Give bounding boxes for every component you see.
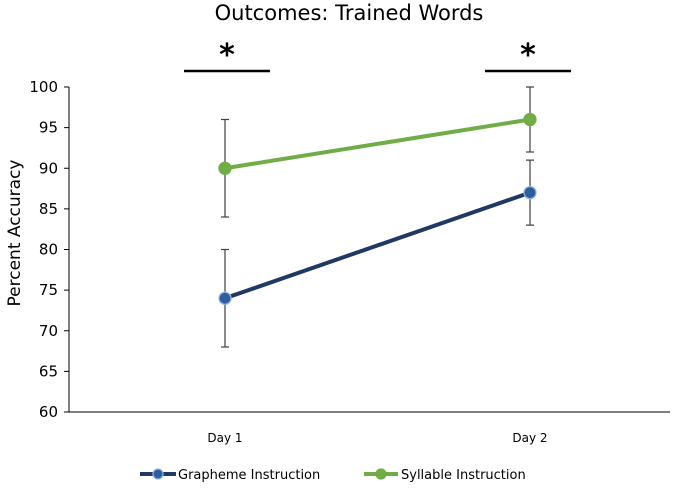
legend-swatch-marker xyxy=(152,468,164,480)
y-tick-label: 95 xyxy=(39,119,58,137)
data-point xyxy=(523,185,537,200)
y-tick-label: 65 xyxy=(39,362,58,380)
legend: Grapheme Instruction Syllable Instruction xyxy=(140,468,526,483)
y-tick-label: 85 xyxy=(39,200,58,218)
y-tick-label: 75 xyxy=(39,281,58,299)
legend-label: Grapheme Instruction xyxy=(178,468,320,483)
legend-swatch-marker xyxy=(375,468,387,480)
y-tick-label: 60 xyxy=(39,403,58,421)
significance-annotations: * * xyxy=(184,38,571,73)
significance-star: * xyxy=(520,38,536,73)
data-point xyxy=(218,291,232,305)
x-tick-label: Day 1 xyxy=(207,431,242,445)
series-1 xyxy=(218,86,537,218)
y-tick-label: 70 xyxy=(39,322,58,340)
y-axis-label: Percent Accuracy xyxy=(5,160,25,307)
series-line xyxy=(224,190,531,301)
axes: 60 65 70 75 80 85 90 95 100 Day 1 Day 2 xyxy=(29,78,670,445)
data-point xyxy=(218,161,232,175)
series-group xyxy=(218,86,537,348)
y-tick-label: 90 xyxy=(39,159,58,177)
series-0 xyxy=(218,159,537,348)
data-point xyxy=(523,112,537,127)
series-line xyxy=(224,117,531,171)
chart-title: Outcomes: Trained Words xyxy=(215,1,484,25)
legend-label: Syllable Instruction xyxy=(401,468,526,483)
significance-star: * xyxy=(219,38,235,73)
y-tick-label: 100 xyxy=(29,78,58,96)
y-tick-label: 80 xyxy=(39,241,58,259)
x-tick-label: Day 2 xyxy=(512,431,547,445)
